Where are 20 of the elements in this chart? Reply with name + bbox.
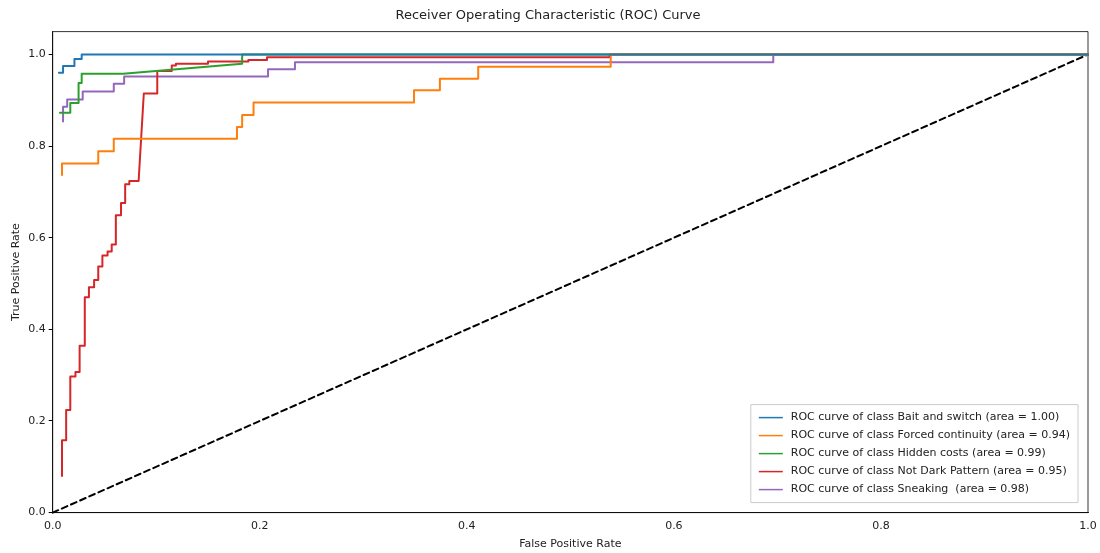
y-tick-label: 0.8	[28, 138, 46, 152]
y-tick-label: 0.4	[28, 322, 46, 336]
y-tick-label: 1.0	[28, 47, 46, 61]
y-tick-label: 0.0	[28, 505, 46, 519]
legend-label: ROC curve of class Sneaking (area = 0.98)	[790, 482, 1030, 496]
chart-title: Receiver Operating Characteristic (ROC) Curve	[395, 7, 701, 23]
legend-label: ROC curve of class Forced continuity (area = 0.94)	[790, 428, 1071, 442]
x-tick-label: 0.4	[458, 519, 476, 533]
y-tick-label: 0.6	[28, 230, 46, 244]
y-tick-label: 0.2	[28, 413, 46, 427]
x-axis-title: False Positive Rate	[519, 537, 622, 551]
x-tick-label: 0.8	[872, 519, 890, 533]
y-axis-title: True Positive Rate	[9, 222, 23, 323]
legend-label: ROC curve of class Bait and switch (area = 1.00)	[790, 410, 1060, 424]
legend-label: ROC curve of class Hidden costs (area = 0.99)	[790, 446, 1046, 460]
legend-label: ROC curve of class Not Dark Pattern (area = 0.95)	[790, 464, 1067, 478]
x-tick-label: 0.2	[251, 519, 269, 533]
x-tick-label: 1.0	[1079, 519, 1097, 533]
x-tick-label: 0.0	[43, 519, 62, 533]
x-tick-label: 0.6	[665, 519, 683, 533]
